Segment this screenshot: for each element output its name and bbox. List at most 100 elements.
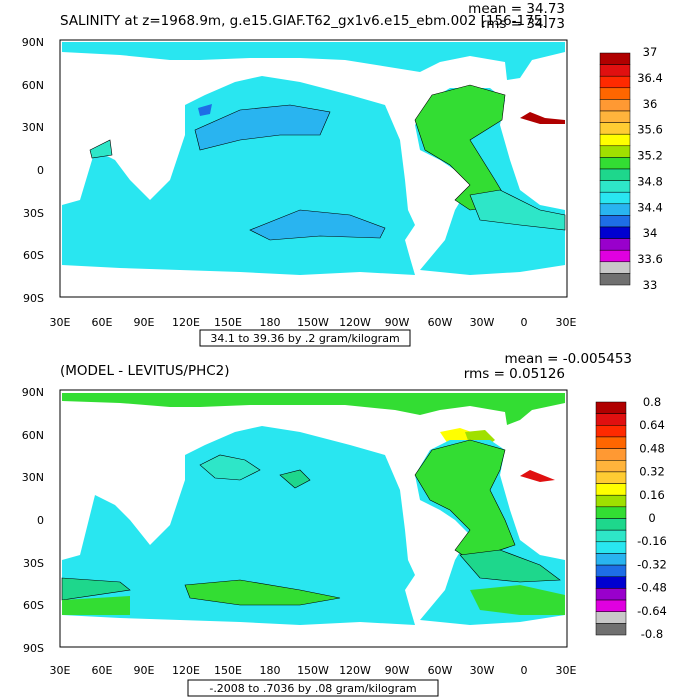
top-rms: rms = 34.73 (481, 16, 565, 32)
colorbar-swatch (599, 203, 631, 216)
colorbar-swatch (595, 448, 627, 461)
lon-label: 60W (428, 664, 453, 677)
lon-label: 180 (260, 316, 281, 329)
top-colorbar: 37 36.4 36 35.6 35.2 34.8 34.4 34 33.6 33 (599, 45, 663, 292)
lat-label: 90N (22, 386, 44, 399)
colorbar-swatch (599, 110, 631, 123)
colorbar-swatch (595, 553, 627, 566)
colorbar-swatch (595, 483, 627, 496)
lon-label: 120W (339, 316, 371, 329)
colorbar-label: 0.16 (639, 488, 665, 502)
lon-label: 120E (172, 316, 200, 329)
lat-label: 30S (23, 207, 44, 220)
colorbar-label: 33 (643, 278, 658, 292)
colorbar-label: 34.8 (637, 174, 663, 188)
colorbar-swatch (599, 99, 631, 112)
lon-label: 180 (260, 664, 281, 677)
bottom-map (61, 393, 565, 625)
colorbar-label: -0.48 (637, 581, 667, 595)
colorbar-swatch (599, 261, 631, 274)
colorbar-label: -0.64 (637, 604, 667, 618)
lat-label: 90N (22, 36, 44, 49)
lat-label: 30S (23, 557, 44, 570)
colorbar-swatch (599, 75, 631, 89)
colorbar-label: 37 (643, 45, 658, 59)
colorbar-swatch (595, 506, 627, 519)
bottom-rms: rms = 0.05126 (464, 366, 565, 382)
top-mean: mean = 34.73 (468, 1, 565, 17)
colorbar-label: 35.2 (637, 149, 663, 163)
colorbar-swatch (595, 401, 627, 414)
colorbar-label: 0.48 (639, 441, 665, 455)
colorbar-swatch (595, 529, 627, 543)
lon-label: 90W (385, 316, 410, 329)
top-lon-axis: 30E 60E 90E 120E 150E 180 150W 120W 90W … (50, 316, 577, 329)
colorbar-swatch (599, 273, 631, 286)
lat-label: 60S (23, 249, 44, 262)
lat-label: 60N (22, 429, 44, 442)
colorbar-swatch (599, 133, 631, 147)
bottom-map-frame (59, 389, 568, 648)
colorbar-swatch (599, 122, 631, 135)
colorbar-label: -0.8 (641, 627, 663, 641)
colorbar-label: 36 (643, 97, 658, 111)
colorbar-swatch (599, 215, 631, 228)
colorbar-swatch (599, 168, 631, 181)
colorbar-swatch (595, 623, 627, 636)
lon-label: 30E (50, 664, 71, 677)
colorbar-swatch (599, 249, 631, 263)
colorbar-swatch (599, 145, 631, 158)
colorbar-swatch (599, 87, 631, 100)
bottom-mean: mean = -0.005453 (505, 351, 632, 367)
colorbar-swatch (599, 180, 631, 193)
top-range-caption: 34.1 to 39.36 by .2 gram/kilogram (210, 332, 399, 345)
top-lat-axis: 90N 60N 30N 0 30S 60S 90S (22, 36, 44, 305)
colorbar-swatch (595, 436, 627, 449)
top-title: SALINITY at z=1968.9m, g.e15.GIAF.T62_gx… (60, 13, 548, 29)
lat-label: 30N (22, 121, 44, 134)
bottom-title: (MODEL - LEVITUS/PHC2) (60, 363, 230, 379)
colorbar-label: 0 (648, 511, 655, 525)
lat-label: 90S (23, 642, 44, 655)
bottom-range-caption-box (187, 679, 439, 697)
colorbar-label: -0.16 (637, 534, 667, 548)
colorbar-label: 34.4 (637, 200, 663, 214)
colorbar-swatch (599, 191, 631, 205)
colorbar-label: 34 (643, 226, 658, 240)
lon-label: 90E (134, 664, 155, 677)
colorbar-swatch (599, 157, 631, 170)
lat-label: 0 (37, 164, 44, 177)
lon-label: 90E (134, 316, 155, 329)
lat-label: 0 (37, 514, 44, 527)
colorbar-swatch (595, 494, 627, 508)
colorbar-swatch (599, 52, 631, 65)
bottom-panel: (MODEL - LEVITUS/PHC2) mean = -0.005453 … (22, 351, 667, 697)
lon-label: 0 (521, 316, 528, 329)
lon-label: 120E (172, 664, 200, 677)
lon-label: 30E (556, 664, 577, 677)
lat-label: 30N (22, 471, 44, 484)
lat-label: 90S (23, 292, 44, 305)
colorbar-swatch (595, 588, 627, 601)
colorbar-swatch (595, 599, 627, 612)
colorbar-swatch (599, 238, 631, 251)
lon-label: 150W (297, 664, 329, 677)
lon-label: 60E (92, 316, 113, 329)
top-range-caption-box (199, 329, 411, 347)
lon-label: 30E (556, 316, 577, 329)
colorbar-swatch (595, 413, 627, 426)
colorbar-label: 35.6 (637, 123, 663, 137)
top-map-frame (59, 39, 568, 298)
colorbar-swatch (595, 541, 627, 554)
lon-label: 30W (470, 664, 495, 677)
lat-label: 60N (22, 79, 44, 92)
lon-label: 0 (521, 664, 528, 677)
lat-label: 60S (23, 599, 44, 612)
lon-label: 30E (50, 316, 71, 329)
lon-label: 30W (470, 316, 495, 329)
colorbar-label: -0.32 (637, 557, 667, 571)
bottom-lat-axis: 90N 60N 30N 0 30S 60S 90S (22, 386, 44, 655)
top-map (62, 42, 566, 275)
colorbar-swatch (595, 564, 627, 577)
